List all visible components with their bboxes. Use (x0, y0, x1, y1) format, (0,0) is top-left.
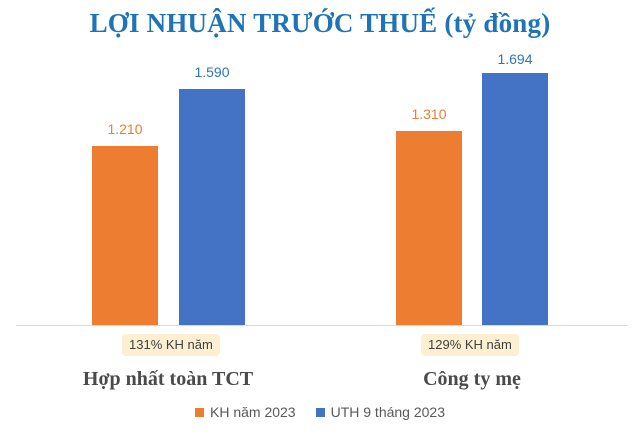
value-label-uth-cong-ty-me: 1.694 (497, 51, 533, 67)
bar-kh-hop-nhat (92, 146, 158, 325)
bar-kh-cong-ty-me (396, 131, 462, 325)
legend-item-uth: UTH 9 tháng 2023 (315, 404, 445, 420)
badge-cong-ty-me: 129% KH năm (421, 334, 519, 356)
badge-hop-nhat: 131% KH năm (122, 334, 220, 356)
legend-swatch-blue-icon (315, 407, 325, 417)
chart-title: LỢI NHUẬN TRƯỚC THUẾ (tỷ đồng) (89, 8, 551, 38)
legend-label-uth: UTH 9 tháng 2023 (330, 404, 445, 420)
legend: KH năm 2023 UTH 9 tháng 2023 (0, 404, 640, 420)
legend-item-kh: KH năm 2023 (194, 404, 296, 420)
bar-uth-hop-nhat (179, 89, 245, 325)
value-label-uth-hop-nhat: 1.590 (194, 64, 230, 80)
value-label-kh-hop-nhat: 1.210 (107, 121, 143, 137)
category-label-cong-ty-me: Công ty mẹ (423, 368, 521, 390)
value-label-kh-cong-ty-me: 1.310 (411, 106, 447, 122)
x-axis-line (16, 325, 628, 326)
legend-swatch-orange-icon (194, 407, 204, 417)
category-label-hop-nhat: Hợp nhất toàn TCT (82, 368, 254, 390)
bar-uth-cong-ty-me (482, 73, 548, 325)
legend-label-kh: KH năm 2023 (209, 404, 296, 420)
